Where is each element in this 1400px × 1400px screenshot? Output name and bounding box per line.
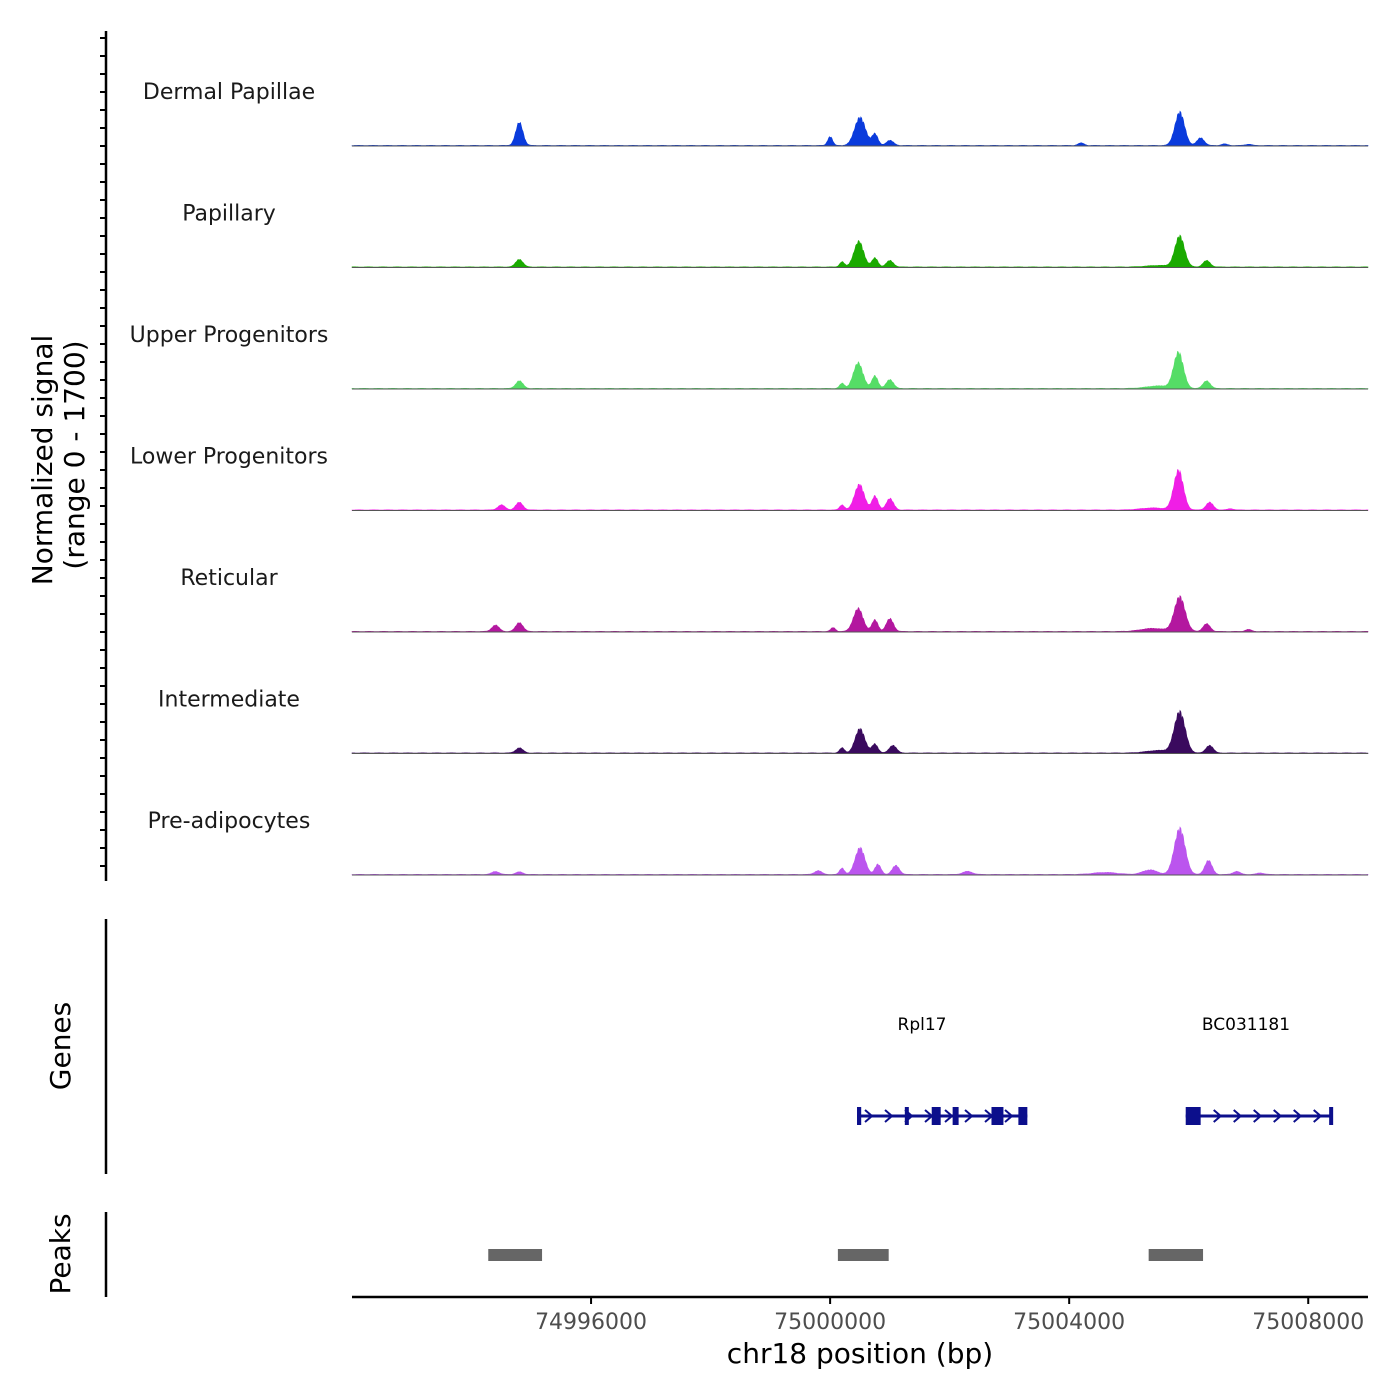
peaks-axis-label: Peaks: [44, 1213, 77, 1294]
exon-1-1: [1329, 1107, 1334, 1125]
signal-area-5: [351, 709, 1369, 754]
strand-chevron-1: [1253, 1109, 1263, 1123]
peak-track: [488, 1249, 1204, 1261]
peak-region-1: [837, 1249, 889, 1261]
exon-0-0: [857, 1107, 862, 1125]
signal-area-4: [351, 595, 1369, 633]
strand-chevron-1: [1233, 1109, 1243, 1123]
strand-chevron-1: [1273, 1109, 1283, 1123]
strand-chevron-1: [1293, 1109, 1303, 1123]
genes-axis-label: Genes: [44, 1002, 77, 1090]
gene-track: Rpl17 BC031181: [857, 1015, 1334, 1125]
exon-0-1: [904, 1107, 909, 1125]
track-labels: Dermal Papillae Papillary Upper Progenitor…: [130, 80, 329, 834]
track-label-1: Papillary: [182, 202, 276, 227]
y-axis-title: Normalized signal: [26, 335, 59, 586]
track-label-6: Pre-adipocytes: [148, 809, 311, 834]
signal-area-6: [351, 826, 1369, 876]
exon-0-4: [991, 1107, 1004, 1125]
strand-chevron-0: [1004, 1109, 1014, 1123]
track-label-0: Dermal Papillae: [143, 80, 315, 105]
peak-region-2: [1148, 1249, 1204, 1261]
x-tick-label-1: 75000000: [774, 1310, 886, 1335]
gene-name-0: Rpl17: [898, 1015, 947, 1035]
strand-chevron-0: [884, 1109, 894, 1123]
strand-chevron-0: [964, 1109, 974, 1123]
signal-tracks: [351, 110, 1369, 876]
peak-region-0: [488, 1249, 543, 1261]
x-tick-label-0: 74996000: [535, 1310, 647, 1335]
track-label-4: Reticular: [180, 566, 278, 591]
strand-chevron-1: [1313, 1109, 1323, 1123]
track-label-3: Lower Progenitors: [130, 445, 328, 470]
signal-area-0: [351, 110, 1369, 147]
exon-0-5: [1018, 1107, 1028, 1125]
exon-1-0: [1185, 1107, 1201, 1125]
x-axis-title: chr18 position (bp): [727, 1337, 993, 1370]
exon-0-3: [952, 1107, 959, 1125]
strand-chevron-0: [944, 1109, 954, 1123]
x-axis: 74996000 75000000 75004000 75008000: [352, 1295, 1368, 1335]
signal-area-1: [351, 234, 1369, 268]
strand-chevron-0: [864, 1109, 874, 1123]
x-tick-label-2: 75004000: [1013, 1310, 1125, 1335]
exon-0-2: [931, 1107, 941, 1125]
left-axes: [100, 31, 108, 1297]
y-axis-subtitle: (range 0 - 1700): [58, 340, 91, 569]
x-tick-label-3: 75008000: [1252, 1310, 1364, 1335]
signal-area-2: [351, 350, 1369, 390]
track-label-2: Upper Progenitors: [130, 323, 329, 348]
signal-area-3: [351, 469, 1369, 511]
track-label-5: Intermediate: [158, 688, 300, 713]
gene-name-1: BC031181: [1202, 1015, 1290, 1035]
strand-chevron-1: [1213, 1109, 1223, 1123]
